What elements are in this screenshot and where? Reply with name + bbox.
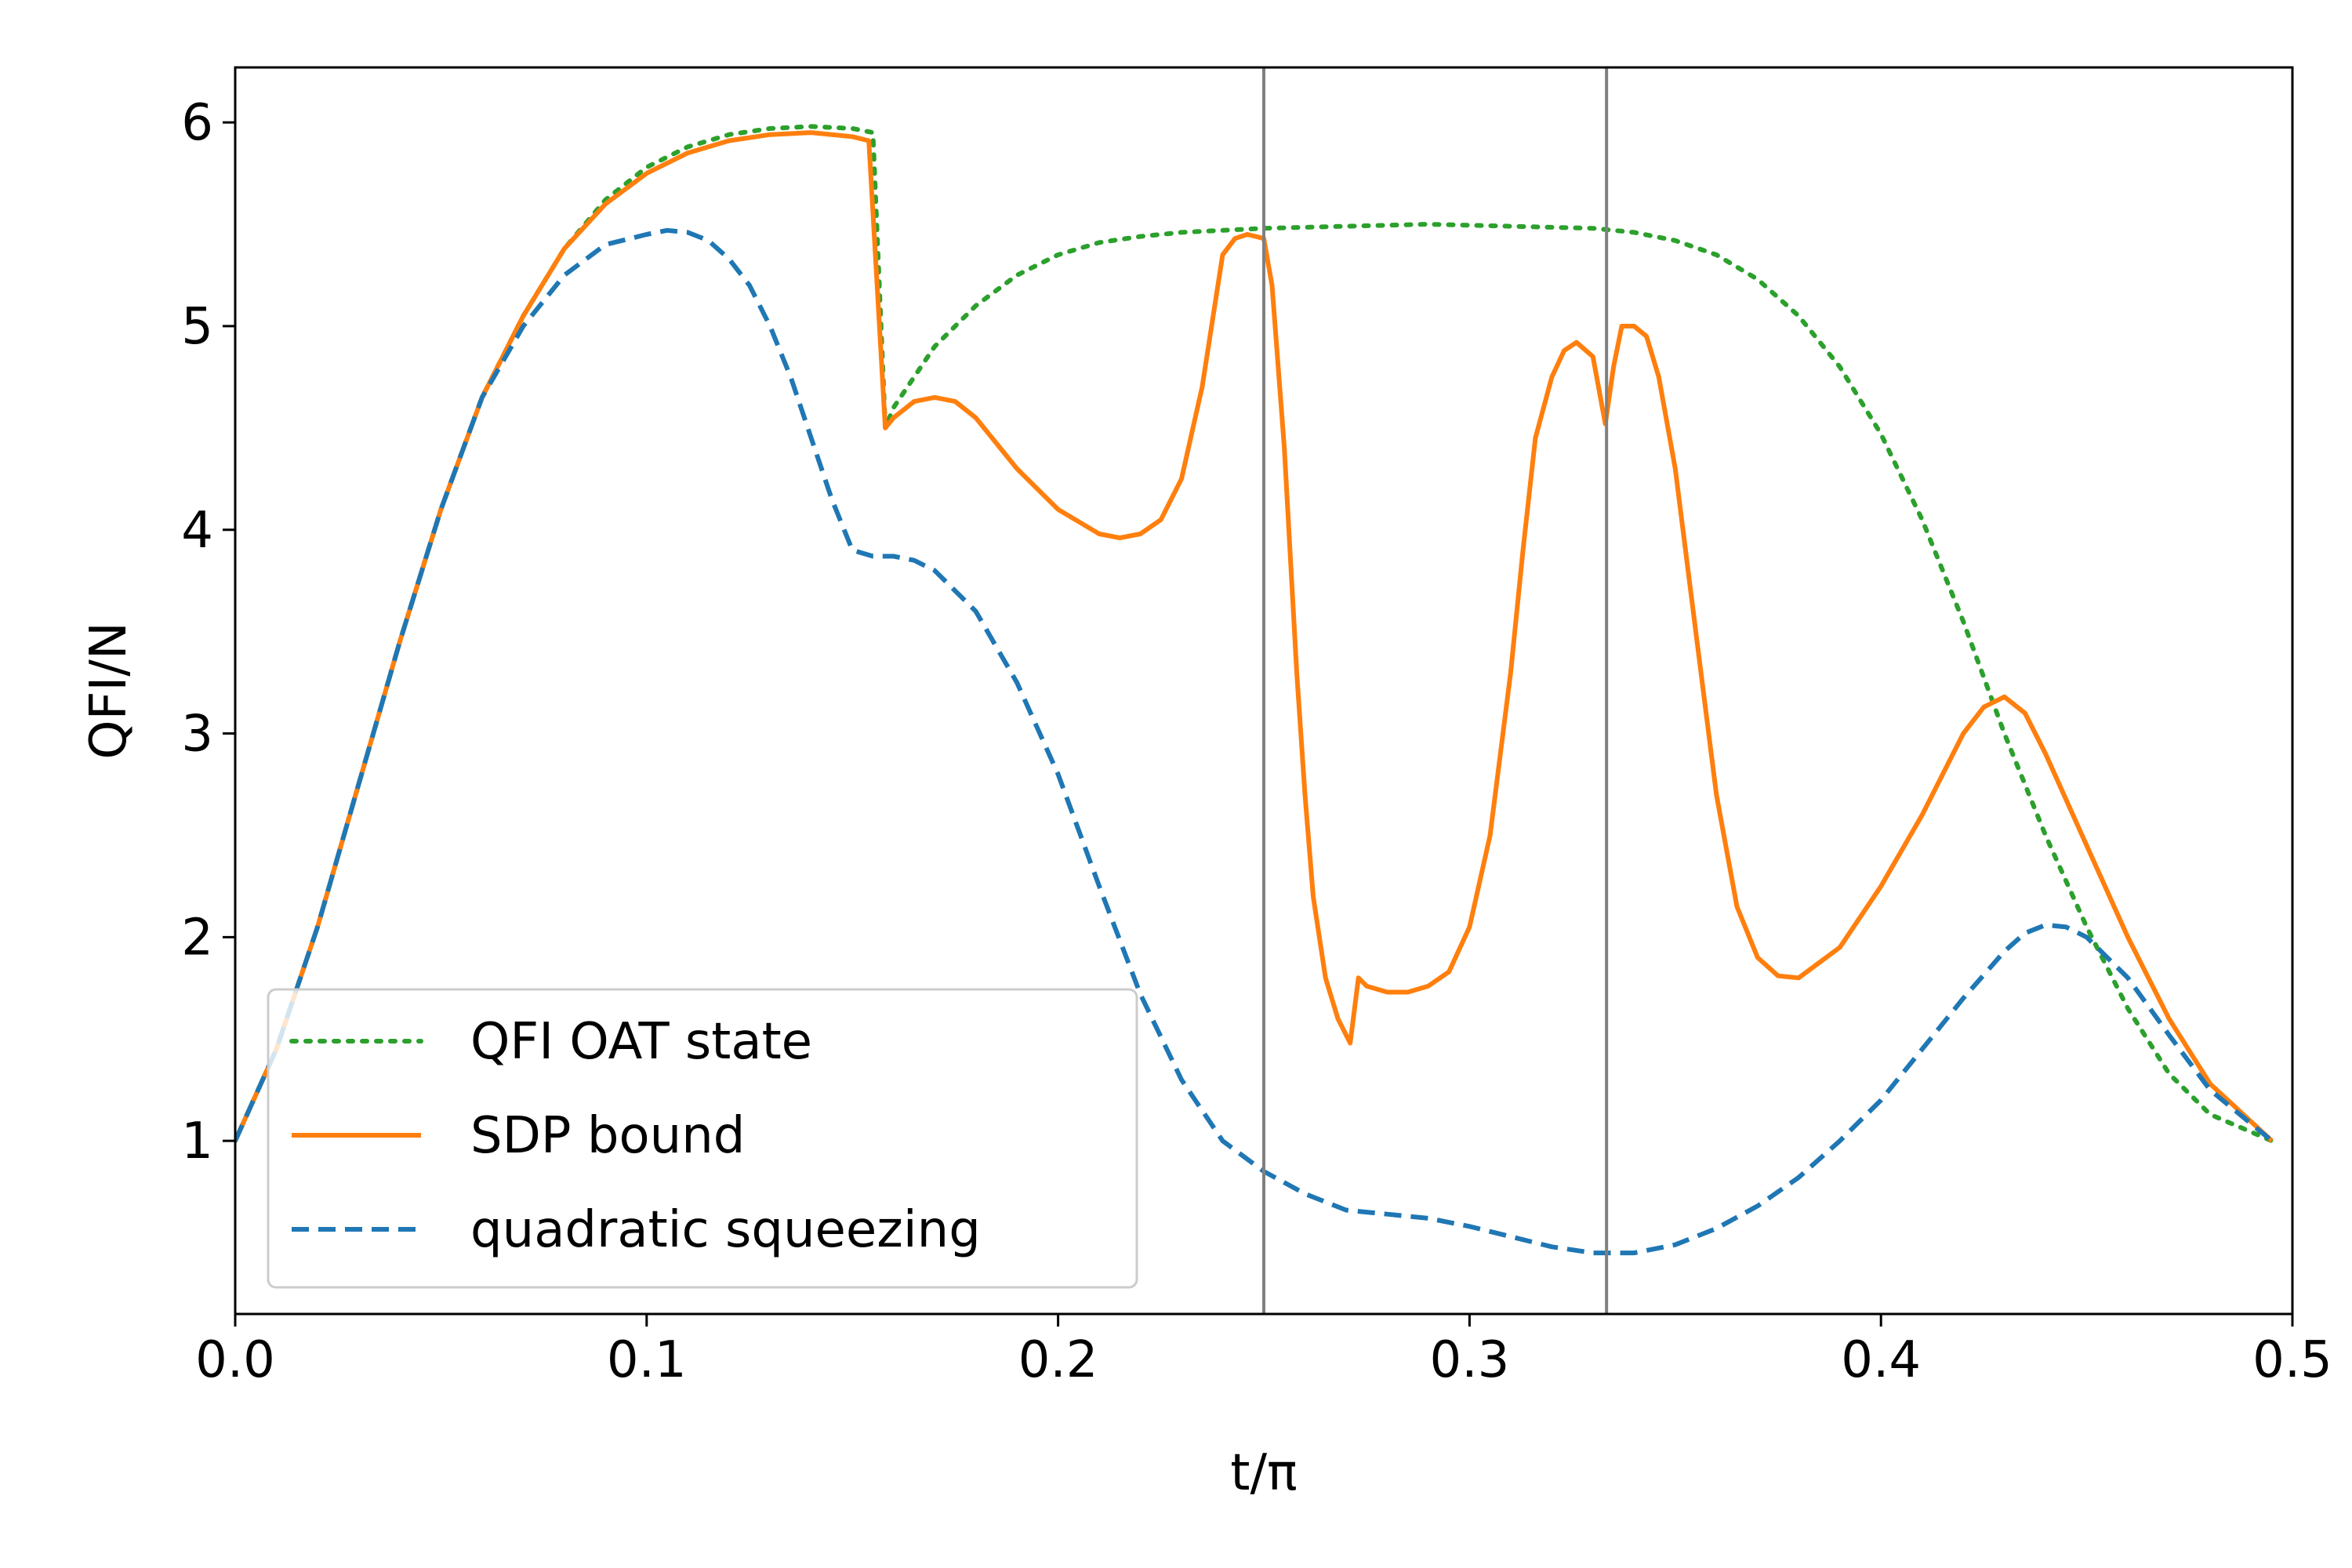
legend-label: QFI OAT state: [470, 1013, 812, 1071]
legend-label: SDP bound: [470, 1107, 745, 1165]
reference-lines: [1262, 67, 1609, 1314]
x-tick-label: 0.2: [1018, 1331, 1098, 1389]
legend-label: quadratic squeezing: [470, 1201, 981, 1259]
x-tick-label: 0.0: [195, 1331, 275, 1389]
x-tick-label: 0.1: [607, 1331, 687, 1389]
y-tick-label: 1: [181, 1112, 213, 1171]
legend-box: [267, 988, 1138, 1289]
y-tick-label: 2: [181, 909, 213, 967]
x-tick-label: 0.3: [1430, 1331, 1510, 1389]
series-layer: [235, 124, 2274, 1256]
y-tick-label: 3: [181, 706, 213, 764]
plot-frame: [234, 66, 2294, 1316]
y-tick-label: 4: [181, 502, 213, 560]
x-tick-label: 0.5: [2252, 1331, 2332, 1389]
x-axis: 0.0 0.1 0.2 0.3 0.4 0.5: [195, 1314, 2332, 1389]
x-axis-label: t/π: [1230, 1444, 1297, 1502]
x-tick-label: 0.4: [1841, 1331, 1921, 1389]
y-tick-label: 6: [181, 94, 213, 152]
legend: QFI OAT state SDP bound quadratic squeezin…: [267, 988, 1138, 1289]
y-axis: 1 2 3 4 5 6: [181, 94, 235, 1171]
series-line-sdp-bound: [235, 130, 2274, 1143]
y-tick-label: 5: [181, 298, 213, 356]
y-axis-label: QFI/N: [80, 622, 138, 760]
